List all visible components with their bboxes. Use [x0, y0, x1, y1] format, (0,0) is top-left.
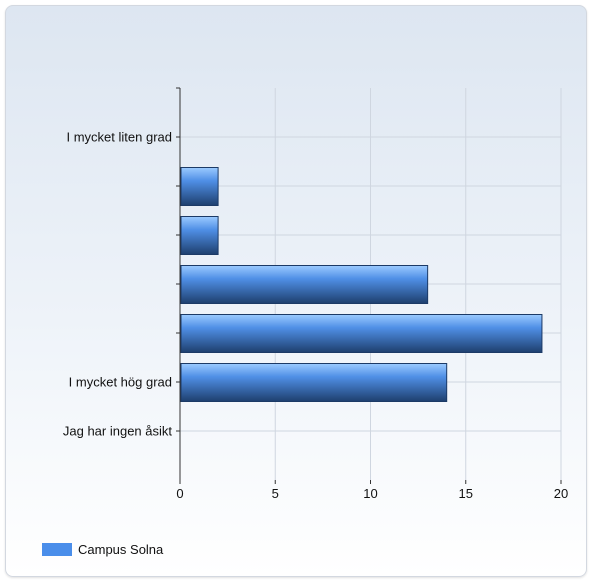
y-category-label: I mycket liten grad [67, 130, 173, 145]
axis-labels: 0 5 10 15 20 I mycket liten grad I mycket hög … [63, 130, 568, 502]
bar-3 [180, 265, 429, 304]
bar-2 [180, 216, 219, 255]
x-tick-label: 0 [176, 486, 183, 501]
axes [176, 87, 562, 484]
y-category-label: I mycket hög grad [69, 375, 172, 390]
x-tick-label: 15 [459, 486, 473, 501]
y-category-label: Jag har ingen åsikt [63, 424, 173, 439]
legend-swatch [42, 543, 72, 556]
x-tick-label: 5 [272, 486, 279, 501]
legend-label: Campus Solna [78, 542, 164, 557]
legend: Campus Solna [42, 542, 163, 557]
x-tick-label: 20 [554, 486, 568, 501]
bars [180, 167, 543, 402]
bar-4 [180, 314, 543, 353]
x-tick-label: 10 [363, 486, 377, 501]
bar-1 [180, 167, 219, 206]
bar-5 [180, 363, 448, 402]
